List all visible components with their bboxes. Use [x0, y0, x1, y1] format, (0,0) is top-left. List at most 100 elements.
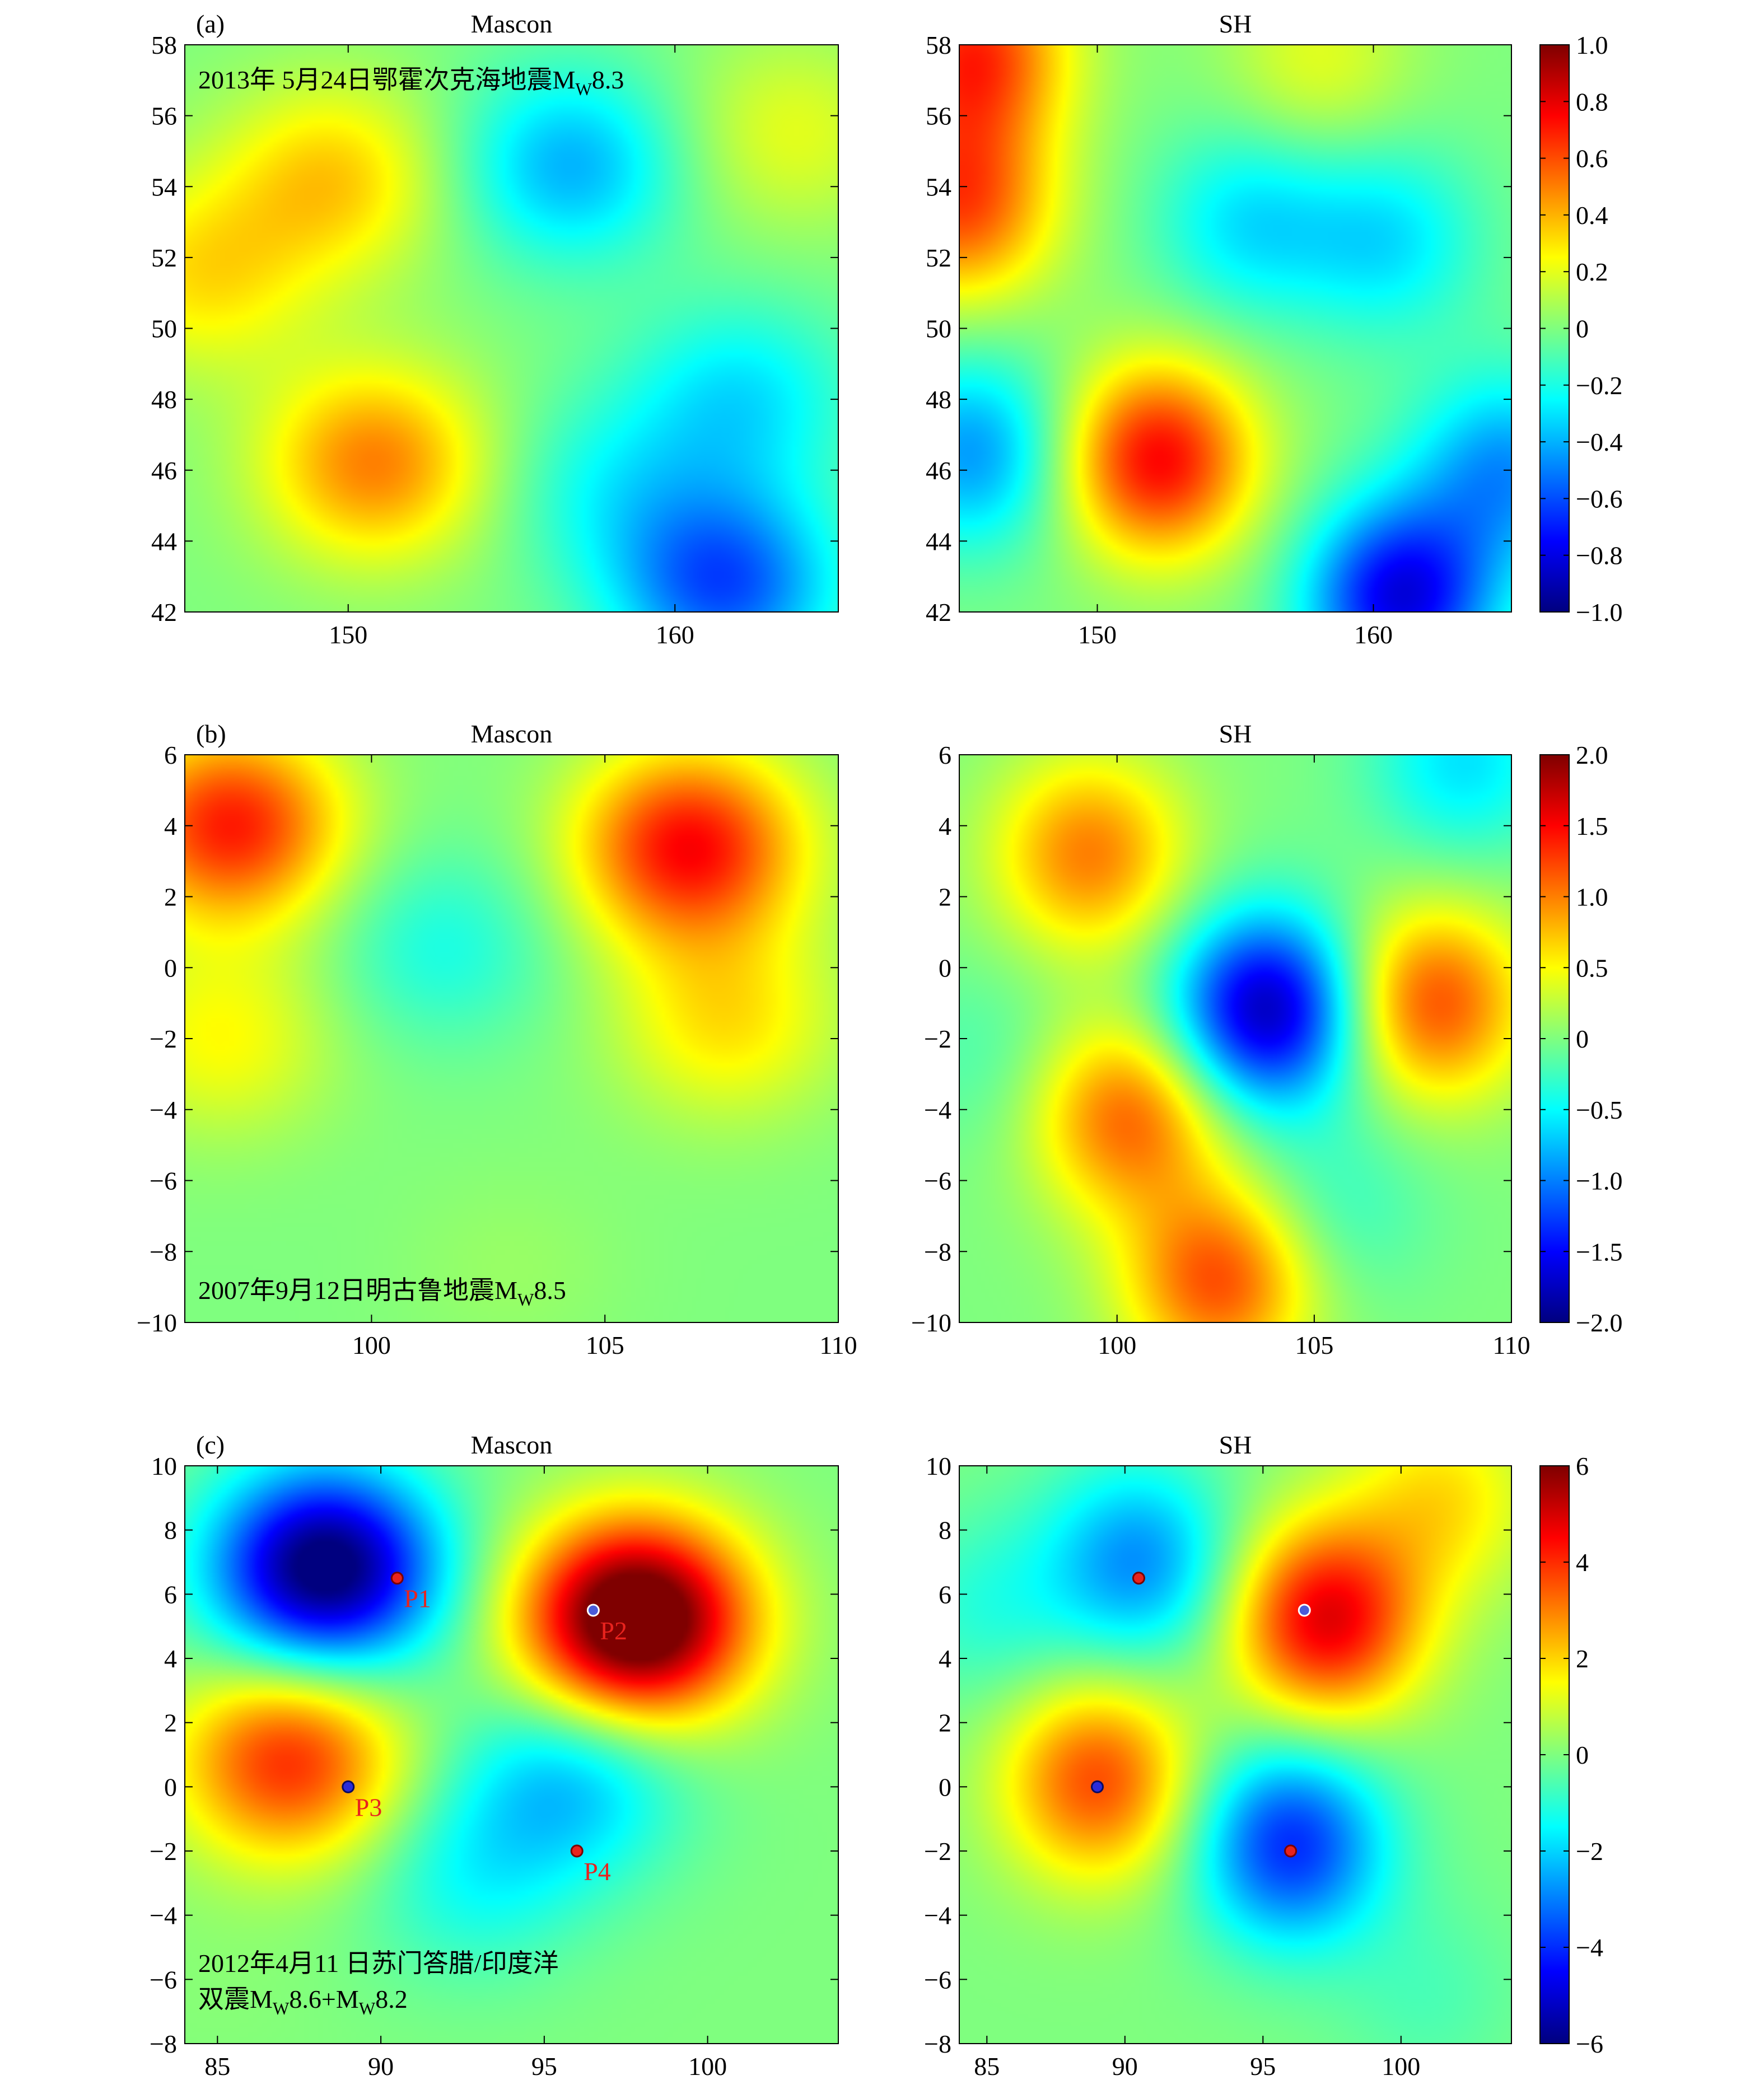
colorbar-tick-label: 1.0: [1576, 31, 1608, 59]
colorbar-tick-label: −4: [1576, 1933, 1603, 1962]
x-tick-label: 85: [974, 2052, 1000, 2081]
event-label-sub: W: [517, 1290, 534, 1310]
y-tick-label: −10: [911, 1308, 951, 1337]
x-tick-label: 150: [1078, 620, 1117, 649]
y-tick-label: 2: [164, 1709, 177, 1737]
panel-1: Mascon 58 56 54 52 50 48 46 44 42 150 160 2013年 5月24…: [151, 10, 839, 649]
y-tick-label: 6: [164, 1580, 177, 1609]
colorbar-tick-label: 1.5: [1576, 812, 1608, 840]
y-tick-label: 0: [164, 953, 177, 982]
colorbar-2: 2.0 1.5 1.0 0.5 0 −0.5 −1.0 −1.5 −2.0: [1539, 741, 1622, 1337]
colorbar-tick-label: −0.6: [1576, 484, 1622, 513]
x-tick-label: 150: [329, 620, 367, 649]
plot-frame: [959, 1465, 1512, 2044]
y-tick-label: −2: [924, 1837, 951, 1866]
panel-2: SH 58 56 54 52 50 48 46 44 42 150 160: [926, 10, 1512, 649]
point-marker-3: [1091, 1780, 1104, 1793]
y-tick-label: 58: [151, 31, 177, 59]
colorbar-1: 1.0 0.8 0.6 0.4 0.2 0 −0.2 −0.4 −0.6 −0.8 −1.0: [1539, 31, 1622, 627]
y-tick-label: 52: [926, 244, 951, 272]
y-tick-label: −2: [924, 1025, 951, 1053]
colorbar-tick-label: 2: [1576, 1644, 1589, 1673]
colorbar-tick-label: −0.4: [1576, 428, 1622, 456]
colorbar-tick-label: −1.0: [1576, 1167, 1622, 1195]
x-tick-label: 100: [352, 1331, 391, 1359]
y-tick-label: 56: [926, 102, 951, 130]
panel-letter: (c): [196, 1431, 225, 1459]
colorbar-tick-label: −0.2: [1576, 371, 1622, 400]
event-label-text: 2012年4月11 日苏门答腊/印度洋: [198, 1949, 559, 1978]
colorbar-tick-label: −0.8: [1576, 541, 1622, 570]
colorbar-tick-label: −0.5: [1576, 1096, 1622, 1124]
colorbar-tick-label: −1.5: [1576, 1237, 1622, 1266]
y-tick-label: 2: [939, 883, 951, 912]
point-marker-4: [570, 1844, 584, 1858]
x-tick-label: 100: [688, 2052, 727, 2081]
colorbar-tick-label: 0: [1576, 315, 1589, 343]
y-tick-label: 50: [926, 315, 951, 343]
heatmap-field: [959, 1466, 1511, 2044]
colorbar-tick-label: 0.4: [1576, 201, 1608, 230]
panel-4: SH 6 4 2 0 −2 −4 −6 −8 −10 100 105 110: [911, 719, 1530, 1359]
colorbar-tick-label: 0.2: [1576, 258, 1608, 286]
colorbar-tick-label: −2.0: [1576, 1308, 1622, 1337]
y-tick-label: 4: [939, 812, 951, 840]
heatmap-field: [185, 1466, 838, 2044]
event-label2-sub1: W: [273, 1999, 290, 2018]
y-tick-label: 2: [164, 883, 177, 912]
event-label-text: 2013年 5月24日鄂霍次克海地震M: [198, 66, 575, 94]
y-tick-label: −2: [150, 1837, 177, 1866]
point-label-p1: P1: [404, 1584, 431, 1613]
panel-5: Mascon 10 8 6 4 2 0 −2 −4 −6 −8 85 90 95 100 2012年4月11 …: [150, 1431, 839, 2081]
colorbar-tick-label: 0.8: [1576, 87, 1608, 116]
y-tick-label: −8: [150, 2030, 177, 2058]
y-tick-label: 2: [939, 1709, 951, 1737]
y-tick-label: 4: [939, 1644, 951, 1673]
heatmap-field: [959, 755, 1511, 1322]
y-tick-label: −4: [150, 1096, 177, 1124]
x-tick-label: 90: [1112, 2052, 1138, 2081]
y-tick-label: −6: [924, 1167, 951, 1195]
panel-title: Mascon: [471, 10, 553, 38]
colorbar-tick-label: −6: [1576, 2030, 1603, 2058]
y-tick-label: 48: [151, 385, 177, 414]
y-tick-label: 10: [926, 1452, 951, 1480]
y-tick-label: −8: [150, 1237, 177, 1266]
x-tick-label: 90: [368, 2052, 394, 2081]
y-tick-label: −8: [924, 1237, 951, 1266]
panel-letter: (b): [196, 719, 226, 748]
y-tick-label: −10: [137, 1308, 177, 1337]
y-tick-label: 6: [939, 1580, 951, 1609]
point-label-p3: P3: [355, 1793, 382, 1821]
event-label: 2013年 5月24日鄂霍次克海地震MW8.3: [198, 66, 624, 99]
event-label2-sub2: W: [359, 1999, 376, 2018]
plot-frame: [184, 1465, 839, 2044]
y-tick-label: −6: [150, 1167, 177, 1195]
panel-letter: (a): [196, 10, 225, 38]
event-label2-tail: 8.2: [375, 1985, 408, 2013]
y-tick-label: 54: [926, 172, 951, 201]
y-tick-label: −8: [924, 2030, 951, 2058]
x-tick-label: 95: [531, 2052, 557, 2081]
y-tick-label: 44: [151, 527, 177, 555]
heatmap-field: [185, 755, 838, 1322]
x-tick-label: 160: [1354, 620, 1393, 649]
y-tick-label: 4: [164, 812, 177, 840]
event-label-text: 2007年9月12日明古鲁地震M: [198, 1276, 517, 1305]
point-marker-2: [586, 1604, 600, 1617]
y-tick-label: 4: [164, 1644, 177, 1673]
colorbar-tick-label: 6: [1576, 1452, 1589, 1480]
colorbar-tick-label: 4: [1576, 1548, 1589, 1577]
x-tick-label: 110: [819, 1331, 857, 1359]
event-label: 2012年4月11 日苏门答腊/印度洋: [198, 1949, 559, 1978]
y-tick-label: 54: [151, 172, 177, 201]
x-tick-label: 110: [1492, 1331, 1530, 1359]
panel-title: SH: [1219, 719, 1252, 748]
point-marker-4: [1284, 1844, 1298, 1858]
y-tick-label: −4: [924, 1096, 951, 1124]
y-tick-label: 46: [151, 456, 177, 485]
colorbar-tick-label: 0.6: [1576, 144, 1608, 173]
colorbar-tick-label: −2: [1576, 1837, 1603, 1866]
y-tick-label: −6: [150, 1965, 177, 1994]
colorbar-tick-label: 2.0: [1576, 741, 1608, 769]
